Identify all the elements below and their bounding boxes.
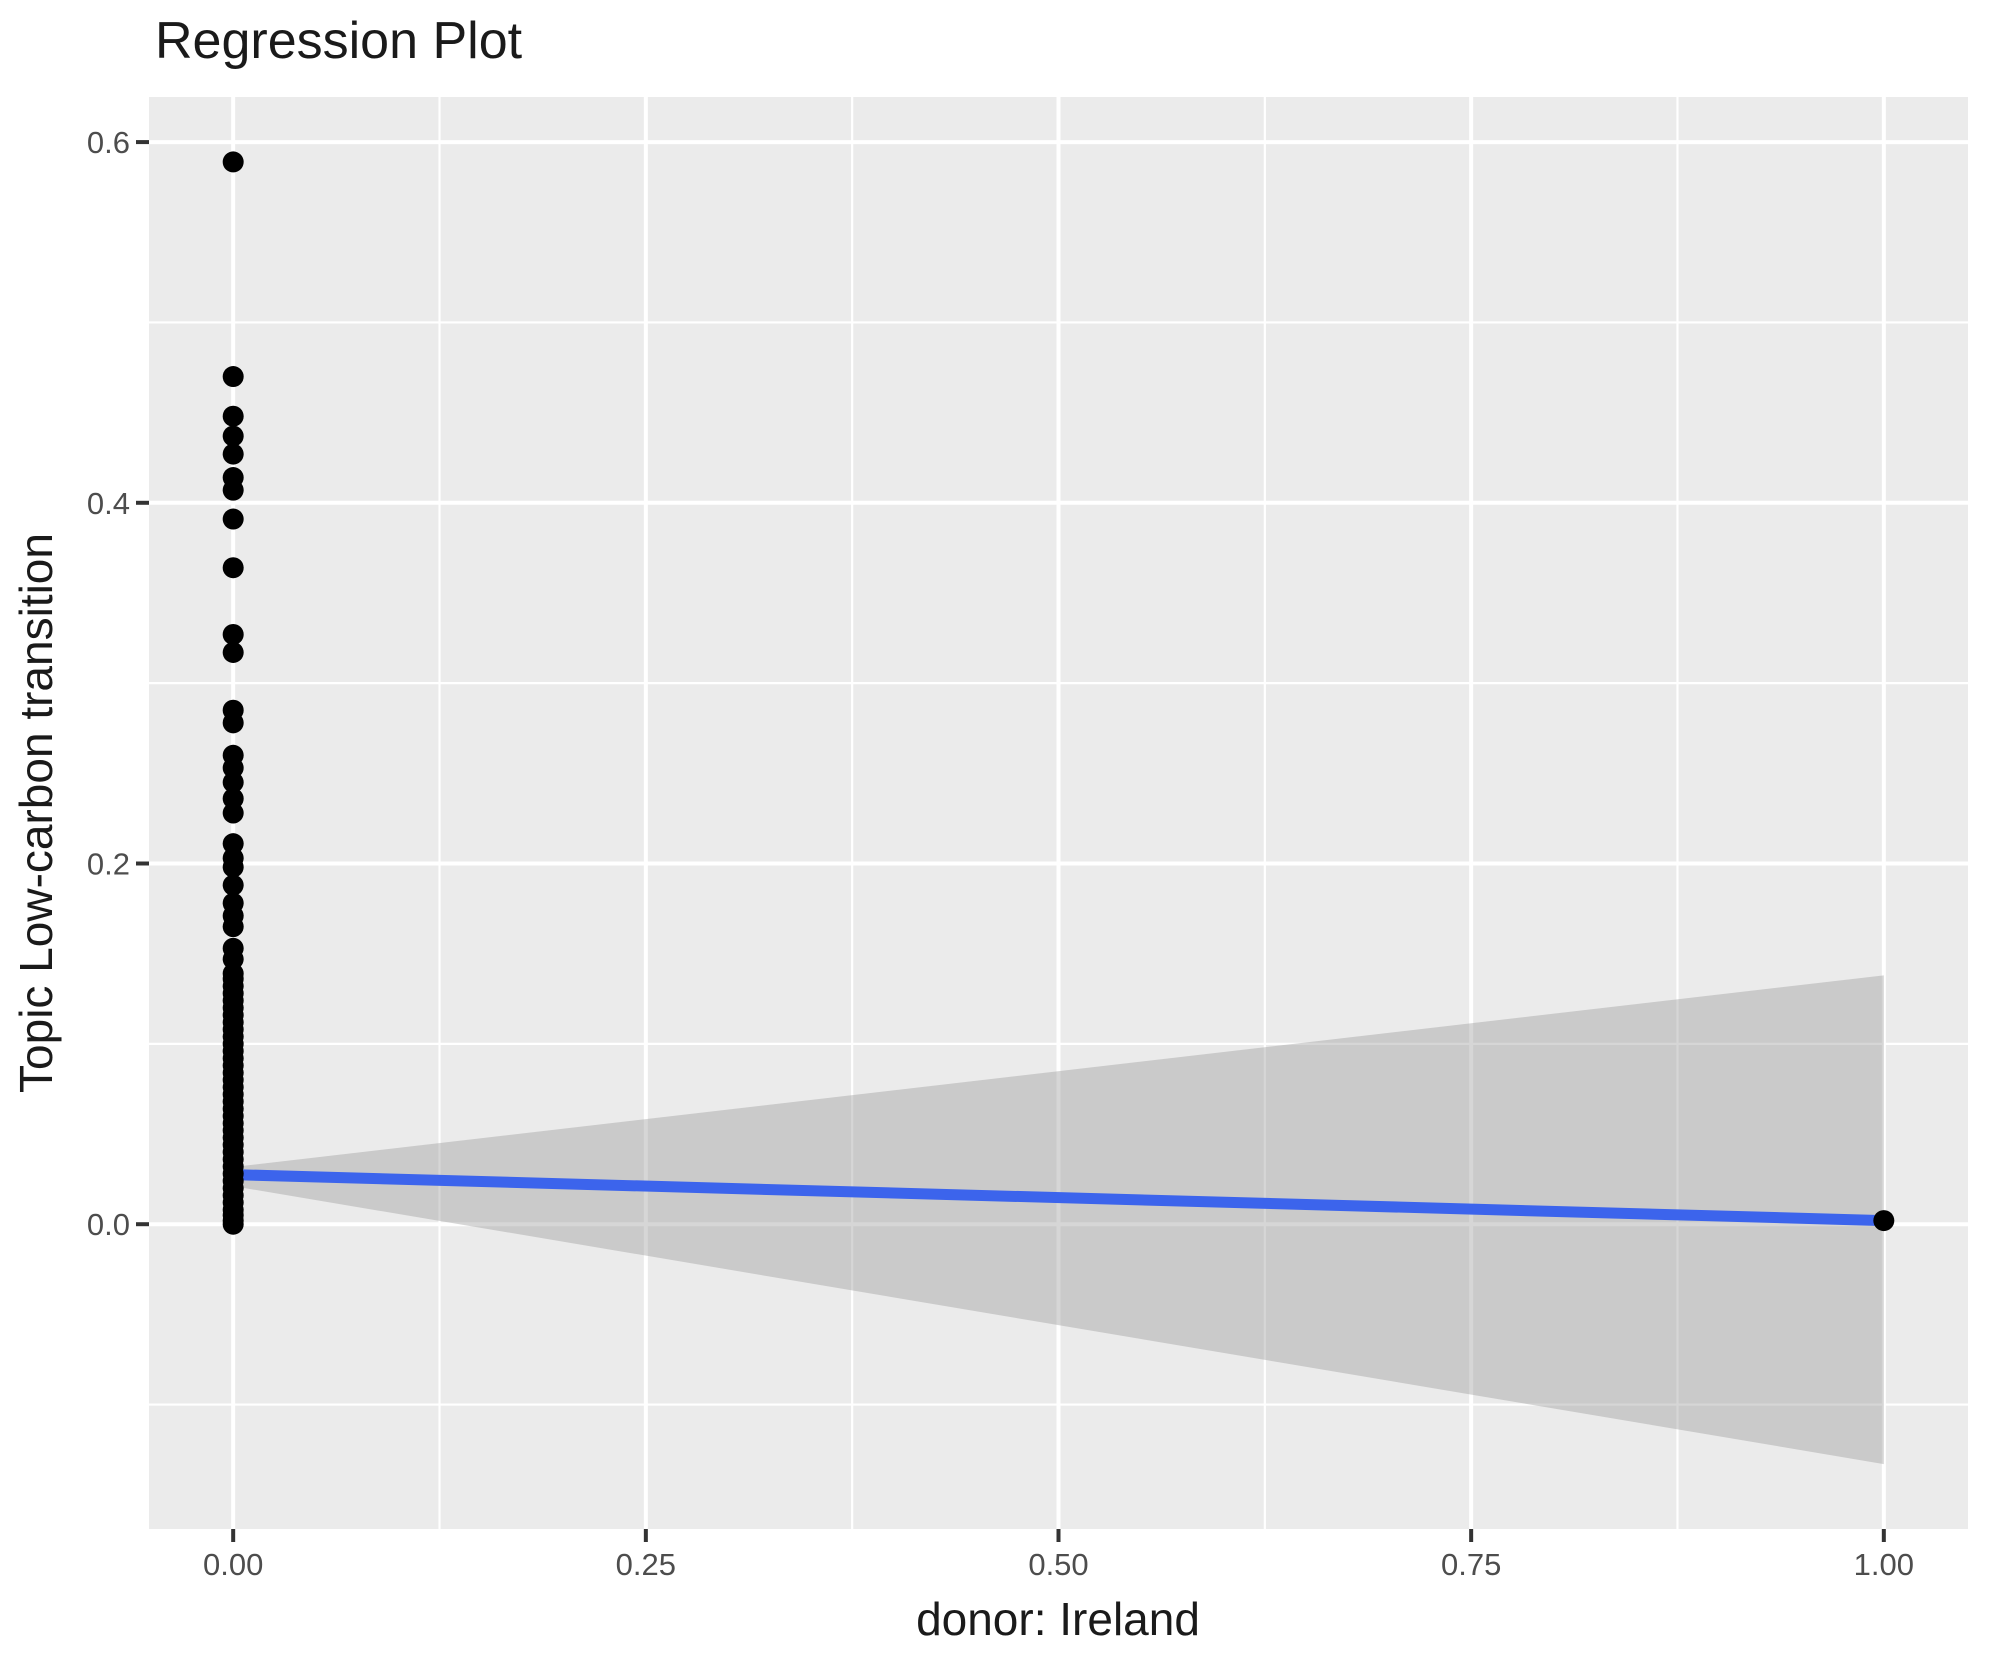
regression-line: [233, 1169, 1884, 1227]
plot-title: Regression Plot: [155, 12, 523, 70]
data-point: [222, 856, 244, 878]
confidence-band: [233, 975, 1884, 1465]
data-point: [222, 425, 244, 447]
y-tick-label: 0.2: [87, 846, 130, 881]
data-point: [222, 916, 244, 938]
data-point: [222, 948, 244, 970]
y-tick-label: 0.6: [87, 125, 130, 160]
data-point: [222, 833, 244, 855]
data-point: [222, 557, 244, 579]
x-tick-label: 0.50: [1028, 1547, 1088, 1582]
data-point: [222, 623, 244, 645]
y-tick-label: 0.4: [87, 486, 130, 521]
data-point: [222, 1213, 244, 1235]
x-tick-label: 0.75: [1441, 1547, 1501, 1582]
data-point: [222, 771, 244, 793]
data-point: [222, 366, 244, 388]
data-point: [222, 151, 244, 173]
y-tick-label: 0.0: [87, 1207, 130, 1242]
data-point: [222, 712, 244, 734]
data-point: [222, 479, 244, 501]
x-tick-label: 0.25: [616, 1547, 676, 1582]
data-point: [222, 757, 244, 779]
x-tick-label: 0.00: [203, 1547, 263, 1582]
x-axis-title: donor: Ireland: [916, 1593, 1200, 1645]
data-point: [222, 443, 244, 465]
data-point: [222, 641, 244, 663]
data-point: [1873, 1210, 1895, 1232]
data-point: [222, 874, 244, 896]
data-point: [222, 788, 244, 810]
data-point: [222, 802, 244, 824]
data-point: [222, 405, 244, 427]
data-point: [222, 508, 244, 530]
x-tick-label: 1.00: [1854, 1547, 1914, 1582]
